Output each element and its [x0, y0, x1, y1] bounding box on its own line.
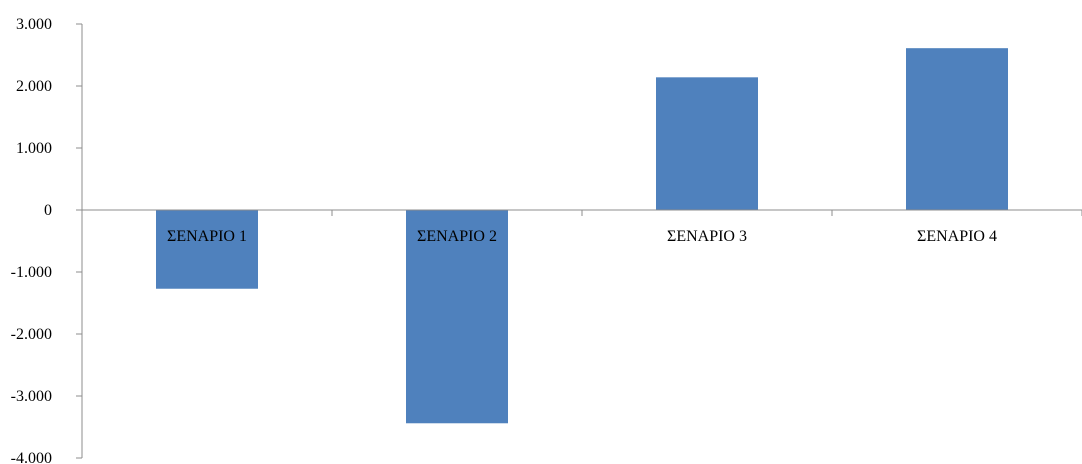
bar [406, 210, 508, 424]
bar [156, 210, 258, 289]
x-tick-label: ΣΕΝΑΡΙΟ 4 [917, 228, 997, 245]
y-tick-label: 1.000 [16, 140, 52, 157]
y-tick-label: 3.000 [16, 16, 52, 33]
axes [81, 24, 1082, 458]
x-tick-label: ΣΕΝΑΡΙΟ 1 [167, 228, 247, 245]
y-tick-label: -1.000 [11, 264, 52, 281]
y-tick-label: 0 [44, 202, 52, 219]
bar [656, 77, 758, 210]
category-labels: ΣΕΝΑΡΙΟ 1 ΣΕΝΑΡΙΟ 2 ΣΕΝΑΡΙΟ 3 ΣΕΝΑΡΙΟ 4 [167, 228, 997, 245]
bar [906, 48, 1008, 211]
y-axis-ticks: 3.000 2.000 1.000 0 -1.000 -2.000 -3.000 -4.000 [11, 16, 82, 464]
x-tick-label: ΣΕΝΑΡΙΟ 2 [417, 228, 497, 245]
y-tick-label: -3.000 [11, 388, 52, 405]
y-tick-label: 2.000 [16, 78, 52, 95]
x-tick-label: ΣΕΝΑΡΙΟ 3 [667, 228, 747, 245]
y-tick-label: -4.000 [11, 450, 52, 464]
y-tick-label: -2.000 [11, 326, 52, 343]
bars [156, 48, 1008, 424]
